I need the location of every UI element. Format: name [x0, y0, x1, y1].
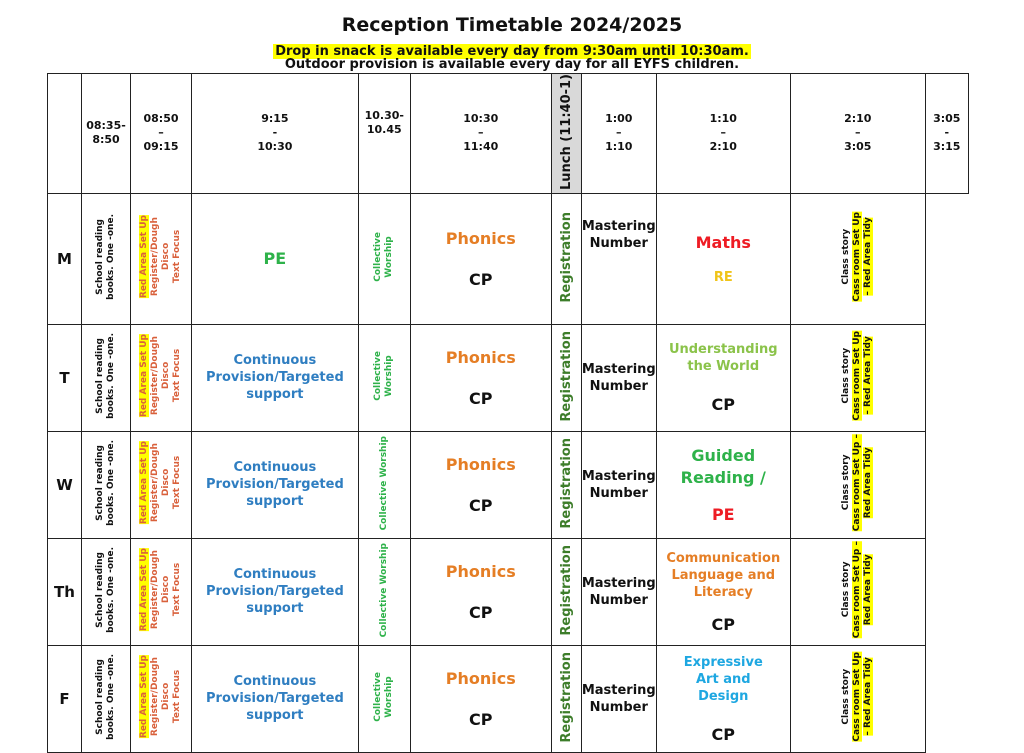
worship-cell: Collective Worship [357, 192, 411, 325]
registration-cell: Registration [550, 192, 582, 325]
session-cell: Continuous Provision/Targeted support [191, 644, 359, 753]
table-row: T School reading books. One -one. Red Are… [47, 323, 969, 432]
header-time: 1:00–1:10 [580, 73, 657, 194]
afternoon-cell: Communication Language and Literacy CP [655, 537, 791, 646]
header-time: 10:30–11:40 [409, 73, 552, 194]
afternoon-cell: Understanding the World CP [655, 323, 791, 432]
registration-cell: Registration [550, 644, 582, 753]
mastering-cell: Mastering Number [580, 323, 657, 432]
day-label: Th [47, 537, 82, 646]
day-label: M [47, 192, 82, 325]
worship-cell: Collective Worship [357, 323, 411, 432]
table-row: F School reading books. One -one. Red Are… [47, 644, 969, 753]
phonics-cell: Phonics CP [409, 323, 552, 432]
header-time: 08:50–09:15 [130, 73, 192, 194]
day-label: F [47, 644, 82, 753]
registration-cell: Registration [550, 430, 582, 539]
corner-cell [47, 73, 82, 194]
reading-cell: School reading books. One -one. [81, 323, 131, 432]
registration-cell: Registration [550, 537, 582, 646]
phonics-cell: Phonics CP [409, 192, 552, 325]
header-row: 08:35- 8:50 08:50–09:15 9:15-10:30 10.30-… [47, 73, 969, 194]
afternoon-cell: Guided Reading / PE [655, 430, 791, 539]
header-time: 08:35- 8:50 [81, 73, 131, 194]
table-row: M School reading books. One -one. Red Are… [47, 192, 969, 325]
mastering-cell: Mastering Number [580, 192, 657, 325]
header-time: 2:10–3:05 [789, 73, 926, 194]
header-time: 10.30- 10.45 [357, 73, 411, 194]
end-cell: Class story Cass room Set Up – Red Area Ti… [789, 323, 926, 432]
session-cell: Continuous Provision/Targeted support [191, 430, 359, 539]
header-time: 3:05-3:15 [924, 73, 969, 194]
reading-cell: School reading books. One -one. [81, 430, 131, 539]
mastering-cell: Mastering Number [580, 430, 657, 539]
outdoor-notice: Outdoor provision is available every day… [284, 57, 740, 72]
phonics-cell: Phonics CP [409, 537, 552, 646]
afternoon-cell: Maths RE [655, 192, 791, 325]
reading-cell: School reading books. One -one. [81, 644, 131, 753]
registration-cell: Registration [550, 323, 582, 432]
mastering-cell: Mastering Number [580, 537, 657, 646]
lunch-label: Lunch (11:40-1) [558, 74, 574, 190]
end-cell: Class story Cass room Set Up – Red Area Ti… [789, 430, 926, 539]
phonics-cell: Phonics CP [409, 644, 552, 753]
header-time: 1:10–2:10 [655, 73, 791, 194]
table-row: W School reading books. One -one. Red Are… [47, 430, 969, 539]
morning-cell: Red Area Set Up Register/Dough Disco Text F… [130, 537, 192, 646]
table-row: Th School reading books. One -one. Red Ar… [47, 537, 969, 646]
reading-cell: School reading books. One -one. [81, 537, 131, 646]
snack-notice: Drop in snack is available every day fro… [273, 44, 751, 59]
session-cell: Continuous Provision/Targeted support [191, 537, 359, 646]
morning-cell: Red Area Set Up Register/Dough Disco Text F… [130, 192, 192, 325]
end-cell: Class story Cass room Set Up – Red Area Ti… [789, 537, 926, 646]
morning-cell: Red Area Set Up Register/Dough Disco Text F… [130, 644, 192, 753]
end-cell: Class story Cass room Set Up – Red Area Ti… [789, 644, 926, 753]
morning-cell: Red Area Set Up Register/Dough Disco Text F… [130, 430, 192, 539]
day-label: W [47, 430, 82, 539]
phonics-cell: Phonics CP [409, 430, 552, 539]
worship-cell: Collective Worship [357, 430, 411, 539]
reading-cell: School reading books. One -one. [81, 192, 131, 325]
end-cell: Class story Cass room Set Up – Red Area Ti… [789, 192, 926, 325]
day-label: T [47, 323, 82, 432]
worship-cell: Collective Worship [357, 537, 411, 646]
timetable: 08:35- 8:50 08:50–09:15 9:15-10:30 10.30-… [47, 73, 969, 753]
mastering-cell: Mastering Number [580, 644, 657, 753]
header-time: 9:15-10:30 [191, 73, 359, 194]
session-cell: Continuous Provision/Targeted support [191, 323, 359, 432]
lunch-column: Lunch (11:40-1) [550, 73, 582, 194]
worship-cell: Collective Worship [357, 644, 411, 753]
morning-cell: Red Area Set Up Register/Dough Disco Text F… [130, 323, 192, 432]
session-cell: PE [191, 192, 359, 325]
page-title: Reception Timetable 2024/2025 [341, 14, 683, 36]
afternoon-cell: Expressive Art and Design CP [655, 644, 791, 753]
